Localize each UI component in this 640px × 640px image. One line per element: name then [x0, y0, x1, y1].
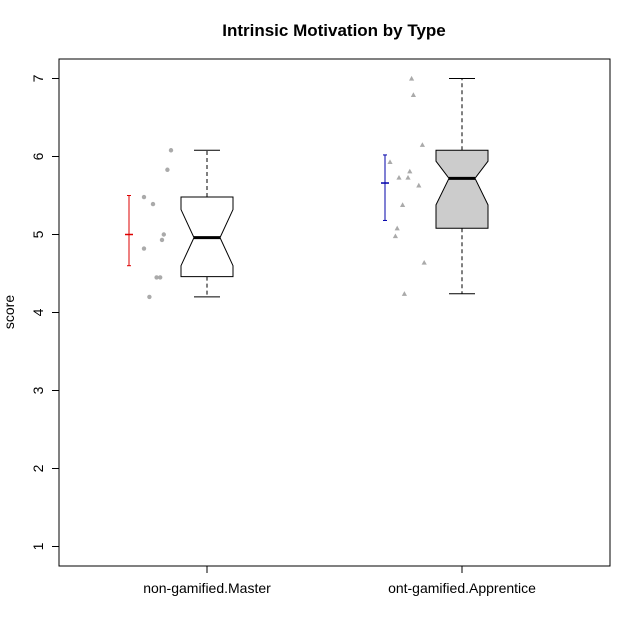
y-tick-label: 2 [30, 464, 46, 472]
data-point [419, 142, 425, 147]
data-point [400, 202, 406, 207]
y-tick-label: 5 [30, 230, 46, 238]
y-axis: 1 2 3 4 5 6 7 [30, 74, 60, 550]
data-point [396, 174, 402, 180]
data-point [150, 201, 156, 207]
data-point [165, 167, 170, 172]
y-tick-label: 4 [30, 308, 46, 316]
data-point [387, 159, 393, 165]
data-point [141, 194, 147, 200]
data-point [409, 75, 415, 81]
y-tick-label: 7 [30, 74, 46, 82]
y-tick-label: 3 [30, 386, 46, 394]
y-tick-label: 1 [30, 542, 46, 550]
data-point [421, 259, 427, 265]
data-point [154, 275, 159, 280]
data-point [161, 232, 166, 237]
y-tick-label: 6 [30, 152, 46, 160]
x-axis: non-gamified.Master ont-gamified.Apprenti… [143, 565, 536, 596]
chart-title: Intrinsic Motivation by Type [222, 21, 446, 40]
data-point [410, 92, 416, 97]
data-point [416, 182, 422, 188]
data-point [158, 275, 163, 280]
group-2 [381, 75, 489, 296]
x-tick-label: non-gamified.Master [143, 580, 271, 596]
data-point [392, 233, 398, 239]
data-point [394, 225, 400, 231]
x-tick-label: ont-gamified.Apprentice [388, 580, 536, 596]
notched-box [435, 149, 489, 229]
data-point [141, 246, 147, 251]
data-point [405, 174, 411, 180]
data-point [407, 168, 413, 174]
plot-frame [58, 58, 611, 567]
data-point [147, 294, 152, 300]
data-point [401, 291, 407, 296]
data-point [159, 237, 165, 243]
plot-content [125, 75, 489, 300]
data-point [168, 148, 174, 153]
y-axis-label: score [1, 295, 17, 329]
group-1 [125, 148, 234, 300]
